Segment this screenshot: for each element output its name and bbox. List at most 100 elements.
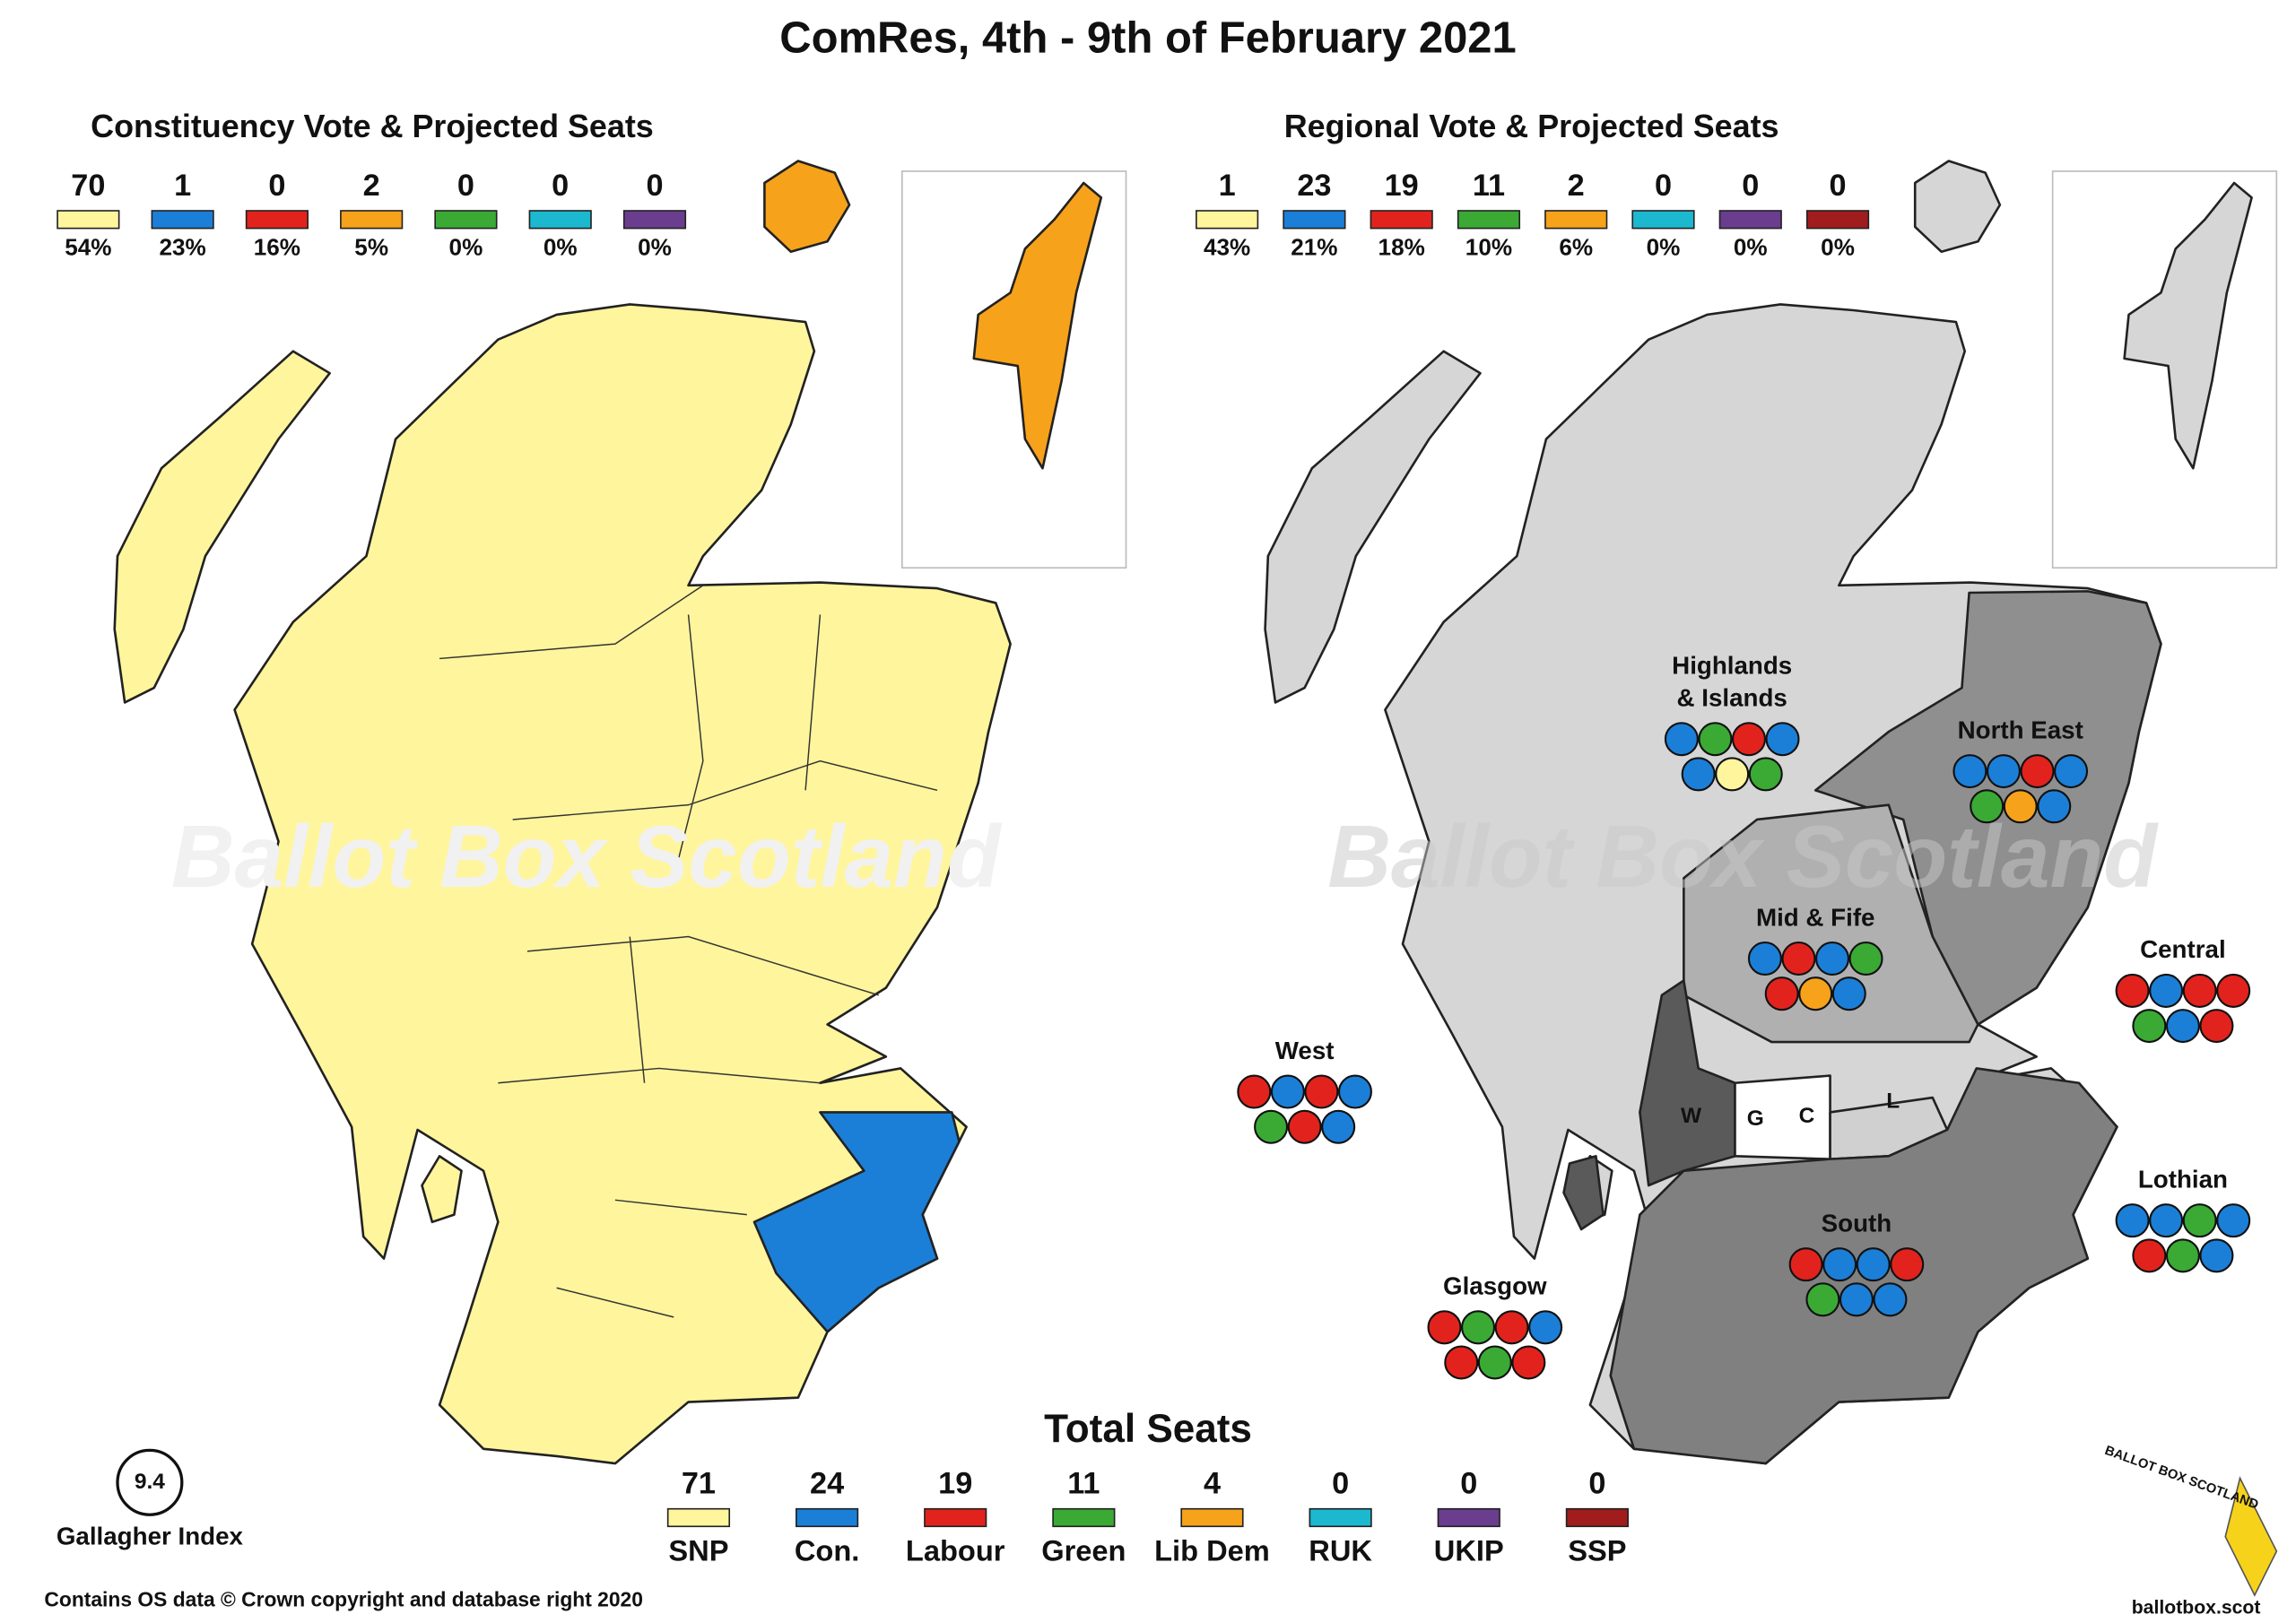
vote-share: 54% [65,233,111,260]
constituency-boundaries [439,585,938,1318]
seat-circle [1681,757,1716,792]
seat-circle [2165,1238,2200,1273]
seat-circle [1528,1310,1563,1345]
seat-count: 4 [1204,1467,1221,1501]
seat-count: 23 [1297,169,1331,203]
seat-circle [1747,942,1782,976]
party-name: SSP [1568,1533,1626,1567]
seat-circle [1511,1345,1546,1380]
party-swatch [666,1507,731,1528]
region-name: Highlands [1672,652,1792,680]
party-name: Labour [906,1533,1005,1567]
party-name: Green [1041,1533,1126,1567]
mid-fife-region [1683,803,1979,1044]
seat-count: 19 [938,1467,972,1501]
arran [1562,1155,1605,1231]
seat-count: 0 [552,169,569,203]
seat-circle [2182,973,2217,1008]
party-swatch [1196,210,1259,230]
vote-share: 0% [544,233,578,260]
party-swatch [1718,210,1782,230]
seat-circle [1664,722,1699,757]
seat-count: 2 [363,169,380,203]
seat-circle [1952,754,1987,789]
party-swatch [245,210,309,230]
seat-circle [2149,973,2184,1008]
seat-circle [1287,1109,1322,1144]
vote-share: 0% [1821,233,1855,260]
party-swatch [528,210,592,230]
seat-count: 1 [1219,169,1236,203]
watermark: Ballot Box Scotland [171,807,1003,906]
seat-count: 0 [1655,169,1672,203]
map-label: W [1681,1104,1702,1128]
gallagher-label: Gallagher Index [57,1523,244,1550]
seat-circle [2182,1203,2217,1238]
seat-circle [2115,973,2150,1008]
seat-circle [2199,1009,2234,1044]
region-name: Mid & Fife [1756,903,1875,931]
seat-circle [2037,789,2072,824]
party-name: SNP [668,1533,728,1567]
party-swatch [1805,210,1870,230]
seat-circle [1715,757,1750,792]
party-name: UKIP [1434,1533,1504,1567]
gallagher-value: 9.4 [135,1470,165,1494]
region-name: & Islands [1677,683,1787,711]
seat-count: 24 [810,1467,844,1501]
region-name: North East [1958,716,2083,743]
seat-circle [2054,754,2089,789]
seat-circle [1781,942,1816,976]
seat-count: 0 [1332,1467,1349,1501]
seat-circle [1856,1247,1891,1282]
seat-circle [1748,757,1783,792]
orkney [763,160,851,254]
seat-circle [1427,1310,1462,1345]
gallagher-circle [116,1448,184,1516]
logo-arc: BALLOT BOX SCOTLAND [2103,1444,2261,1513]
region-name: Glasgow [1443,1272,1547,1300]
seat-circle [1461,1310,1496,1345]
party-swatch [340,210,404,230]
con-constituency [752,1111,961,1333]
panel-title: Constituency Vote & Projected Seats [91,108,654,144]
shetland [972,181,1103,470]
logo-mark [2224,1476,2278,1597]
seat-circle [1848,942,1883,976]
party-swatch [622,210,687,230]
seat-circle [1798,976,1833,1011]
party-swatch [1544,210,1608,230]
seat-count: 0 [1742,169,1759,203]
seat-circle [1831,976,1866,1011]
party-swatch [1283,210,1346,230]
vote-share: 0% [1647,233,1681,260]
seat-circle [1731,722,1766,757]
seat-circle [1839,1282,1874,1317]
seat-circle [1805,1282,1840,1317]
seat-circle [2199,1238,2234,1273]
vote-share: 21% [1291,233,1337,260]
seat-circle [1254,1109,1289,1144]
party-swatch [1437,1507,1500,1528]
vote-share: 10% [1465,233,1512,260]
seat-count: 19 [1385,169,1419,203]
map-label: G [1747,1107,1764,1131]
party-swatch [1565,1507,1629,1528]
seat-count: 0 [1460,1467,1477,1501]
region-name: South [1822,1209,1892,1237]
seat-circle [2132,1009,2167,1044]
seat-circle [1444,1345,1479,1380]
seat-circle [2165,1009,2200,1044]
title: ComRes, 4th - 9th of February 2021 [779,14,1517,63]
seat-circle [1237,1074,1272,1109]
party-swatch [795,1507,859,1528]
seat-count: 70 [71,169,105,203]
seat-count: 11 [1067,1467,1100,1501]
seat-circle [2020,754,2055,789]
vote-share: 0% [638,233,672,260]
maps [113,160,2278,1597]
party-swatch [1309,1507,1372,1528]
seat-circle [2132,1238,2167,1273]
seat-circle [1494,1310,1529,1345]
